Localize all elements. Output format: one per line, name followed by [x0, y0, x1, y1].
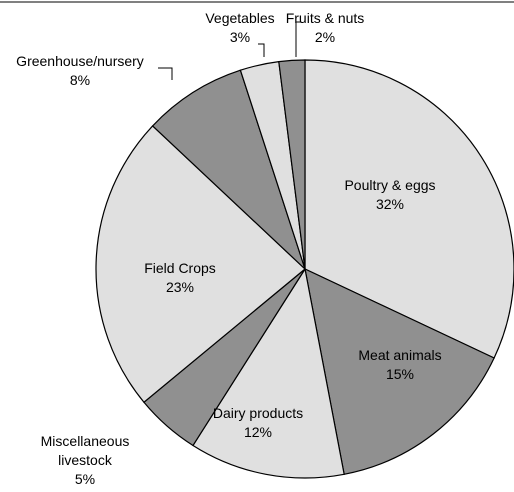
slice-label: Miscellaneous livestock 5% — [35, 432, 135, 489]
leader-line — [258, 43, 265, 57]
value-label: 3% — [229, 29, 251, 45]
category-label: Miscellaneous livestock — [40, 433, 130, 468]
category-label: Dairy products — [212, 405, 304, 421]
category-label: Meat animals — [358, 347, 442, 363]
pie-slice — [151, 69, 306, 270]
pie-slice — [278, 59, 306, 270]
leader-line — [158, 67, 173, 80]
value-label: 23% — [165, 279, 195, 295]
slice-label: Fruits & nuts 2% — [286, 9, 365, 47]
category-label: Vegetables — [205, 10, 275, 26]
slice-label: Dairy products 12% — [213, 404, 303, 442]
value-label: 32% — [375, 196, 405, 212]
value-label: 8% — [69, 72, 91, 88]
pie-slice — [304, 267, 495, 476]
pie-slice — [304, 59, 514, 359]
slice-label: Greenhouse/nursery 8% — [16, 52, 144, 90]
slice-label: Vegetables 3% — [205, 9, 274, 47]
slice-label: Meat animals 15% — [358, 346, 441, 384]
pie-slice — [192, 267, 345, 479]
value-label: 12% — [243, 424, 273, 440]
pie-slice — [95, 125, 306, 404]
value-label: 15% — [385, 366, 415, 382]
leader-line — [295, 21, 301, 57]
category-label: Poultry & eggs — [344, 177, 436, 193]
category-label: Field Crops — [144, 260, 216, 276]
category-label: Greenhouse/nursery — [16, 53, 144, 69]
value-label: 5% — [74, 471, 96, 487]
slice-label: Poultry & eggs 32% — [344, 176, 435, 214]
slice-label: Field Crops 23% — [144, 259, 216, 297]
value-label: 2% — [314, 29, 336, 45]
category-label: Fruits & nuts — [285, 10, 365, 26]
